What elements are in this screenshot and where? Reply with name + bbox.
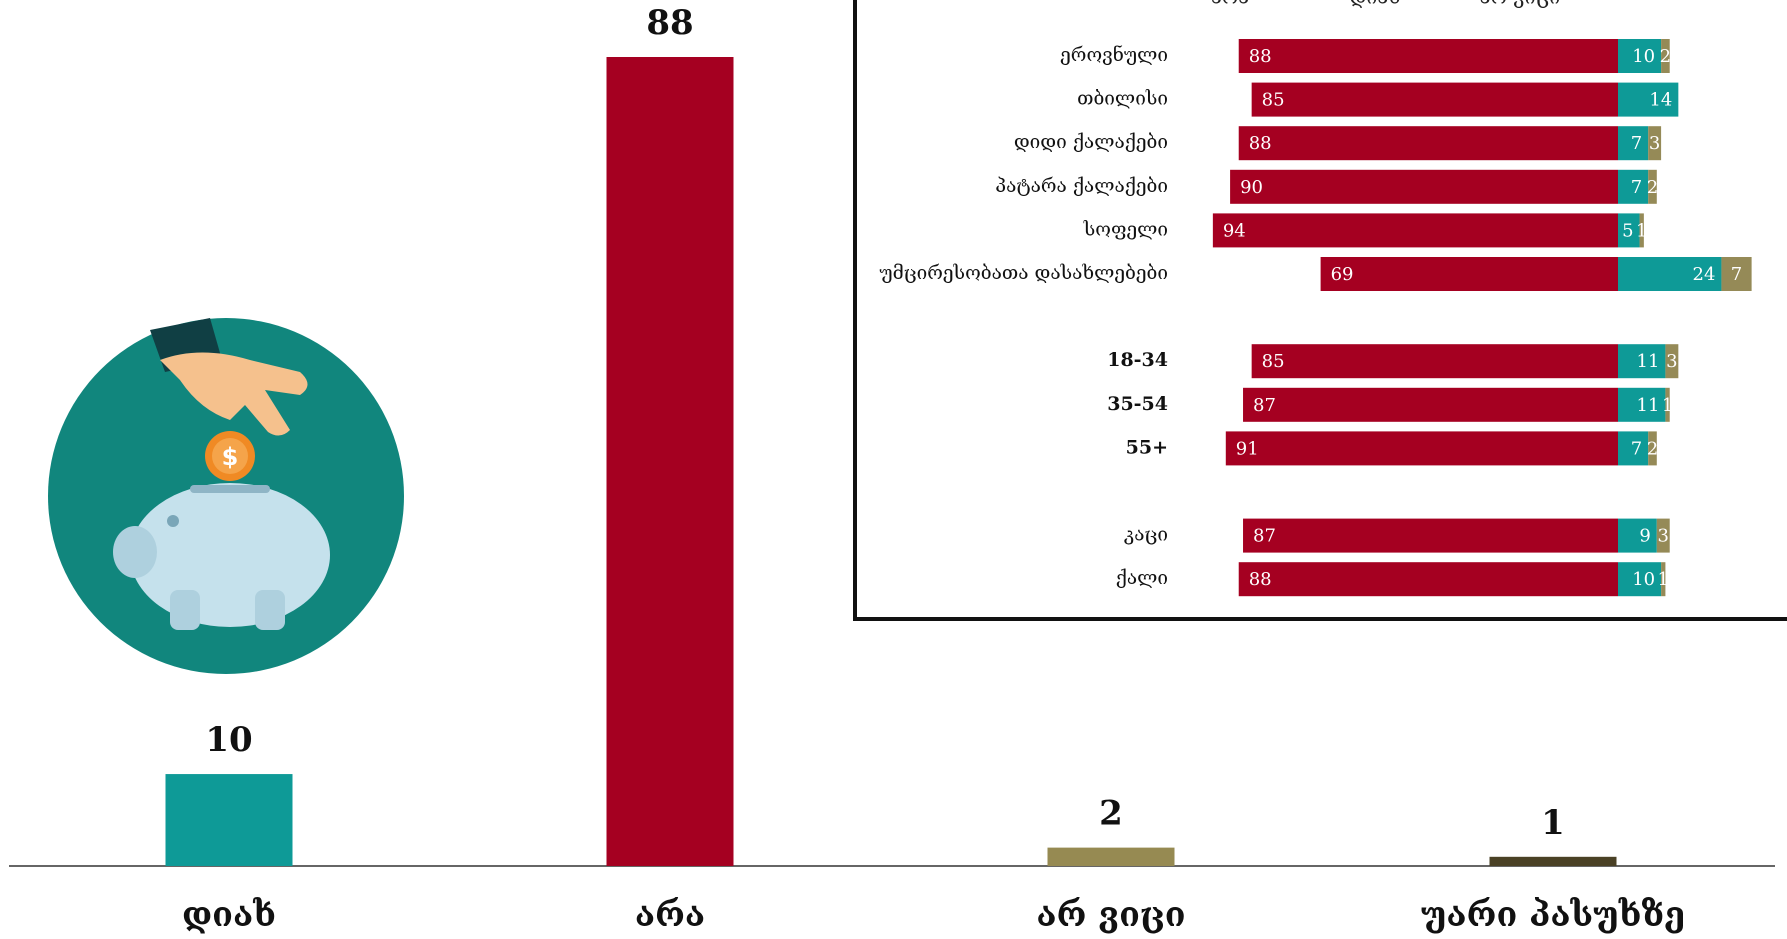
bar [606,57,734,866]
value-label: 88 [1249,46,1272,67]
value-label: 10 [1632,569,1655,590]
row-label: პატარა ქალაქები [995,175,1168,197]
bar-segment [1320,257,1618,291]
value-label: 94 [1223,220,1246,241]
bar-segment [1618,39,1662,73]
row-label: თბილისი [1077,88,1168,110]
inset-frame [853,0,1787,621]
bar-segment [1238,126,1618,161]
svg-text:$: $ [222,443,239,471]
value-label: 24 [1693,264,1716,285]
legend-label: არ ვიცი [1480,0,1561,9]
row-label: დიდი ქალაქები [1014,131,1168,153]
bar-segment [1648,169,1657,204]
bar-segment [1243,387,1618,422]
value-label: 1 [1662,395,1673,416]
category-label: არა [635,895,705,935]
value-label: 2 [1647,177,1658,198]
bar-segment [1251,82,1618,117]
value-label: 11 [1637,351,1660,372]
value-label: 9 [1639,526,1650,547]
bar-segment [1618,126,1649,161]
value-label: 3 [1658,526,1669,547]
value-label: 90 [1240,177,1263,198]
value-label: 85 [1262,351,1285,372]
bar-segment [1243,518,1618,553]
row-label: ქალი [1116,567,1168,589]
value-label: 69 [1331,264,1354,285]
row-label: სოფელი [1083,218,1168,240]
bar-segment [1618,518,1657,553]
bar-segment [1238,562,1618,597]
bar-segment [1618,344,1666,379]
legend-label: დიახ [1350,0,1401,9]
row-label: 55+ [1126,436,1168,458]
value-label: 7 [1631,438,1642,459]
category-label: დიახ [182,895,276,935]
bar-segment [1661,562,1666,597]
bar-segment [1251,344,1618,379]
value-label: 10 [205,720,252,760]
bar-segment [1665,344,1679,379]
value-label: 11 [1637,395,1660,416]
value-label: 7 [1631,133,1642,154]
bar [165,774,293,866]
value-label: 5 [1622,220,1633,241]
value-label: 87 [1253,526,1276,547]
value-label: 1 [1541,803,1565,843]
value-label: 3 [1649,133,1660,154]
bar-segment [1721,257,1752,291]
bar-segment [1225,431,1618,466]
value-label: 7 [1631,177,1642,198]
bar-segment [1618,562,1662,597]
row-label: 35-54 [1107,393,1168,415]
value-label: 10 [1632,46,1655,67]
piggy-icon: $ [48,318,404,674]
value-label: 87 [1253,395,1276,416]
bar-segment [1618,257,1722,291]
value-label: 14 [1649,90,1672,111]
value-label: 88 [1249,569,1272,590]
value-label: 7 [1731,264,1742,285]
bar-segment [1618,169,1649,204]
bar-segment [1618,213,1640,248]
value-label: 91 [1236,438,1259,459]
legend-label: არა [1211,0,1249,9]
value-label: 2 [1647,438,1658,459]
category-label: უარი პასუხზე [1421,895,1685,935]
bar-segment [1661,39,1670,73]
value-label: 88 [1249,133,1272,154]
bar-segment [1648,431,1657,466]
bar-segment [1618,82,1679,117]
bar [1489,856,1617,866]
value-label: 1 [1658,569,1669,590]
value-label: 85 [1262,90,1285,111]
value-label: 3 [1666,351,1677,372]
bar-segment [1238,39,1618,73]
value-label: 2 [1660,46,1671,67]
row-label: უმცირესობათა დასახლებები [879,262,1168,284]
value-label: 1 [1636,220,1647,241]
bar-segment [1212,213,1618,248]
bar-segment [1656,518,1670,553]
bar-segment [1648,126,1662,161]
row-label: 18-34 [1107,349,1168,371]
row-label: კაცი [1124,524,1168,546]
bar-segment [1618,431,1649,466]
bar [1047,847,1175,866]
bar-segment [1230,169,1618,204]
bar-segment [1665,387,1670,422]
value-label: 88 [646,3,693,43]
bar-segment [1618,387,1666,422]
category-label: არ ვიცი [1036,895,1185,935]
bar-segment [1639,213,1644,248]
row-label: ეროვნული [1060,44,1168,66]
value-label: 2 [1099,794,1123,834]
